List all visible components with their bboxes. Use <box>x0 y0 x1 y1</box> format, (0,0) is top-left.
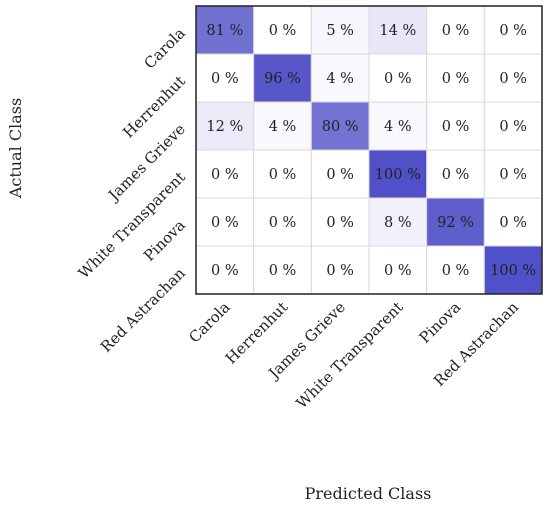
heatmap-cell <box>310 149 370 199</box>
cell-value-label: 14 % <box>379 23 416 39</box>
heatmap-cell <box>426 197 485 247</box>
cell-value-label: 4 % <box>326 71 354 87</box>
x-tick-label: White Transparent <box>293 298 407 412</box>
x-tick-label: Pinova <box>416 298 465 347</box>
cell-value-label: 4 % <box>384 119 412 135</box>
cell-value-label: 80 % <box>322 119 359 135</box>
cell-value-label: 0 % <box>499 119 527 135</box>
heatmap-cell <box>368 149 428 199</box>
cell-value-label: 96 % <box>264 71 301 87</box>
cell-value-label: 0 % <box>211 263 239 279</box>
cell-value-label: 0 % <box>499 71 527 87</box>
cell-value-label: 0 % <box>326 263 354 279</box>
cell-value-label: 0 % <box>211 215 239 231</box>
cell-value-label: 0 % <box>442 119 470 135</box>
plot-frame <box>195 5 543 295</box>
cell-value-label: 0 % <box>442 167 470 183</box>
heatmap-cell <box>253 149 312 199</box>
cell-value-label: 92 % <box>437 215 474 231</box>
cell-value-label: 8 % <box>384 215 412 231</box>
heatmap-cell <box>368 197 428 247</box>
cell-value-label: 0 % <box>499 215 527 231</box>
cell-value-label: 5 % <box>326 23 354 39</box>
heatmap-cell <box>368 101 428 151</box>
heatmap-cell <box>426 149 485 199</box>
heatmap-cell <box>253 53 312 103</box>
cell-value-label: 0 % <box>269 167 297 183</box>
heatmap-cells: 81 % 0 % 5 % 14 % 0 % 0 % 0 % 96 % 4 % 0 % 0 % 0 % 1… <box>195 5 543 295</box>
cell-value-label: 0 % <box>499 23 527 39</box>
cell-value-label: 0 % <box>211 167 239 183</box>
cell-value-label: 0 % <box>384 263 412 279</box>
cell-value-label: 81 % <box>206 23 243 39</box>
cell-value-label: 0 % <box>384 71 412 87</box>
cell-value-label: 0 % <box>326 167 354 183</box>
heatmap-cell <box>483 245 543 295</box>
heatmap-cell <box>310 197 370 247</box>
cell-value-label: 0 % <box>442 23 470 39</box>
heatmap-cell <box>195 149 255 199</box>
cell-value-label: 0 % <box>326 215 354 231</box>
cell-value-label: 0 % <box>269 215 297 231</box>
y-tick-label: Carola <box>140 24 188 72</box>
cell-value-label: 100 % <box>375 167 421 183</box>
heatmap-cell <box>253 5 312 55</box>
heatmap-cell <box>253 101 312 151</box>
heatmap-cell <box>195 197 255 247</box>
x-tick-label: Carola <box>185 298 233 346</box>
cell-value-label: 4 % <box>269 119 297 135</box>
heatmap-cell <box>426 101 485 151</box>
heatmap-cell <box>195 245 255 295</box>
heatmap-cell <box>483 101 543 151</box>
heatmap-cell <box>368 53 428 103</box>
y-tick-label: Red Astrachan <box>97 264 189 356</box>
cell-value-label: 0 % <box>269 263 297 279</box>
cell-value-label: 100 % <box>490 263 536 279</box>
cell-value-label: 0 % <box>499 167 527 183</box>
cell-value-label: 12 % <box>206 119 243 135</box>
cell-value-label: 0 % <box>211 71 239 87</box>
cell-value-label: 0 % <box>269 23 297 39</box>
cell-value-label: 0 % <box>442 71 470 87</box>
x-axis-label: Predicted Class <box>305 484 432 503</box>
heatmap-cell <box>483 5 543 55</box>
heatmap-cell <box>483 53 543 103</box>
y-axis-label: Actual Class <box>6 98 25 199</box>
heatmap-cell <box>195 5 255 55</box>
cell-value-label: 0 % <box>442 263 470 279</box>
y-tick-label: Pinova <box>140 216 189 265</box>
